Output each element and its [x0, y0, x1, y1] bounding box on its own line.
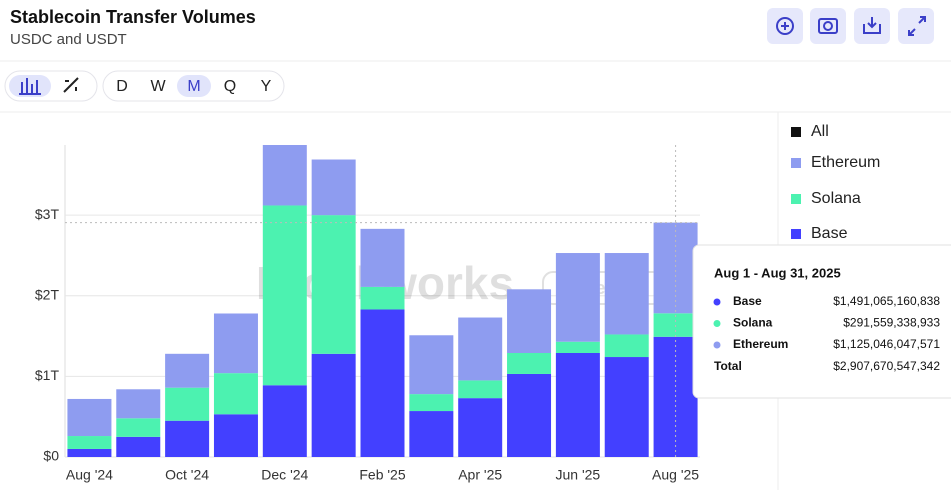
percent-mode-button[interactable] — [63, 77, 79, 93]
tooltip-dot — [713, 298, 721, 306]
bar-mode-button[interactable] — [9, 75, 51, 97]
icon — [781, 22, 789, 30]
title: Stablecoin Transfer Volumes — [10, 7, 256, 27]
legend-swatch[interactable] — [791, 194, 801, 204]
icon — [863, 17, 881, 34]
bar-segment — [116, 436, 161, 457]
tooltip-total-value: $2,907,670,547,342 — [833, 359, 940, 373]
bar-segment — [311, 215, 356, 354]
x-tick-label: Dec '24 — [261, 467, 308, 483]
bar-segment — [213, 313, 258, 374]
icon — [823, 21, 833, 31]
period-button[interactable]: D — [116, 78, 128, 95]
bar-segment — [360, 309, 405, 457]
subtitle: USDC and USDT — [10, 31, 127, 48]
bar-segment — [653, 222, 698, 314]
period-button[interactable]: M — [187, 78, 200, 95]
tooltip-total-name: Total — [714, 359, 742, 373]
period-active — [177, 75, 211, 97]
tooltip-title: Aug 1 - Aug 31, 2025 — [714, 265, 841, 280]
bar-segment — [116, 418, 161, 437]
x-tick-label: Jun '25 — [556, 467, 601, 483]
icon — [818, 18, 838, 34]
bar-segment — [311, 353, 356, 457]
tooltip-dot — [713, 320, 721, 327]
legend-swatch[interactable] — [791, 127, 801, 137]
legend-label[interactable]: Base — [811, 225, 848, 242]
x-tick-label: Feb '25 — [359, 467, 405, 483]
bar-segment — [165, 353, 210, 388]
bar-segment — [67, 398, 112, 437]
bar-segment — [311, 159, 356, 216]
bar-segment — [555, 353, 600, 457]
bar-segment — [262, 205, 307, 386]
bar-segment — [507, 353, 552, 374]
legend-label[interactable]: Ethereum — [811, 154, 880, 171]
period-button[interactable]: Q — [224, 78, 236, 95]
bar-segment — [604, 334, 649, 358]
period-button[interactable]: Y — [261, 78, 272, 95]
bar-segment — [213, 373, 258, 415]
bar-segment — [165, 387, 210, 421]
bar-segment — [507, 373, 552, 457]
legend-swatch[interactable] — [791, 158, 801, 168]
bar-segment — [604, 253, 649, 335]
bar-segment — [67, 436, 112, 449]
icon — [776, 17, 794, 35]
legend-swatch[interactable] — [791, 229, 801, 239]
icon-buttons — [767, 8, 934, 44]
icon — [19, 78, 41, 95]
period-button[interactable]: W — [150, 78, 166, 95]
x-tick-label: Aug '25 — [652, 467, 699, 483]
bar-segment — [458, 317, 503, 381]
bar-segment — [262, 145, 307, 206]
y-tick-label: $3T — [35, 206, 60, 222]
bar-segment — [262, 385, 307, 457]
bar-segment — [409, 335, 454, 395]
bar-segment — [604, 357, 649, 457]
bar-segment — [555, 341, 600, 353]
y-tick-label: $2T — [35, 286, 60, 302]
icon — [908, 16, 926, 36]
tooltip: Aug 1 - Aug 31, 2025 Base $1,491,065,160,8… — [692, 244, 951, 399]
bar-segment — [555, 253, 600, 342]
bar-segment — [409, 411, 454, 457]
y-tick-label: $1T — [35, 367, 60, 383]
tooltip-name: Base — [733, 294, 762, 308]
tooltip-value: $1,491,065,160,838 — [833, 294, 940, 308]
bar-segment — [213, 414, 258, 457]
legend-label[interactable]: Solana — [811, 190, 861, 207]
tooltip-value: $1,125,046,047,571 — [833, 337, 940, 351]
tooltip-value: $291,559,338,933 — [843, 316, 940, 330]
x-tick-label: Oct '24 — [165, 467, 209, 483]
y-tick-label: $0 — [43, 448, 59, 464]
x-tick-label: Aug '24 — [66, 467, 113, 483]
x-tick-label: Apr '25 — [458, 467, 502, 483]
bar-segment — [360, 228, 405, 287]
bar-segment — [409, 394, 454, 412]
bar-segment — [507, 289, 552, 353]
bar-segment — [67, 448, 112, 457]
camera-button[interactable] — [810, 8, 846, 44]
legend-label[interactable]: All — [811, 123, 829, 140]
bar-segment — [165, 420, 210, 457]
bar-segment — [458, 380, 503, 399]
tooltip-name: Solana — [733, 316, 773, 330]
tooltip-dot — [713, 341, 721, 349]
expand-button[interactable] — [898, 8, 934, 44]
bar-segment — [360, 286, 405, 310]
tooltip-name: Ethereum — [733, 337, 788, 351]
tooltip-box — [692, 244, 951, 399]
bar-segment — [116, 389, 161, 419]
bar-segment — [458, 398, 503, 457]
